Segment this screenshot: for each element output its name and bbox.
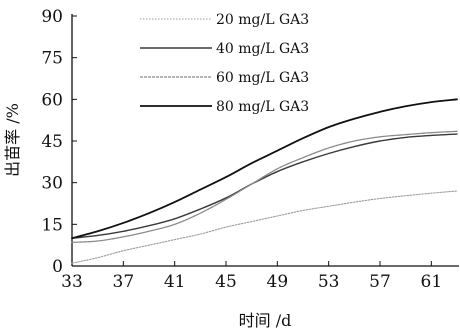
series-line-60-mg-l-ga3 — [71, 130, 458, 244]
y-tick-label: 45 — [41, 132, 63, 152]
legend: 20 mg/L GA3 40 mg/L GA3 60 mg/L GA3 80 mg/L… — [140, 12, 309, 115]
series-line-40-mg-l-ga3 — [71, 133, 458, 239]
series-line-80-mg-l-ga3 — [71, 98, 458, 240]
x-tick-label: 37 — [113, 272, 135, 292]
y-tick-label: 60 — [41, 90, 63, 110]
legend-label-80-mg-l-ga3: 80 mg/L GA3 — [216, 99, 309, 115]
axes-layer: 0 15 30 45 60 75 90 33 37 41 45 49 53 57 61 — [41, 7, 459, 292]
y-tick-label: 75 — [41, 49, 63, 69]
x-axis-title: 时间 /d — [239, 311, 292, 330]
y-axis-title: 出苗率 /% — [3, 103, 22, 177]
y-tick-label: 15 — [41, 215, 63, 235]
legend-label-40-mg-l-ga3: 40 mg/L GA3 — [216, 41, 309, 57]
series-line-20-mg-l-ga3 — [71, 190, 458, 264]
series-layer — [71, 98, 458, 264]
y-tick-label: 90 — [41, 7, 63, 27]
y-tick-label: 30 — [41, 174, 63, 194]
legend-label-60-mg-l-ga3: 60 mg/L GA3 — [216, 70, 309, 86]
x-tick-label: 61 — [421, 272, 443, 292]
x-tick-label: 41 — [164, 272, 186, 292]
x-tick-label: 49 — [267, 272, 289, 292]
x-tick-label: 57 — [369, 272, 391, 292]
x-tick-label: 45 — [215, 272, 237, 292]
x-tick-label: 53 — [318, 272, 340, 292]
y-tick-label: 0 — [52, 257, 63, 277]
legend-label-20-mg-l-ga3: 20 mg/L GA3 — [216, 12, 309, 28]
x-tick-label: 33 — [61, 272, 83, 292]
